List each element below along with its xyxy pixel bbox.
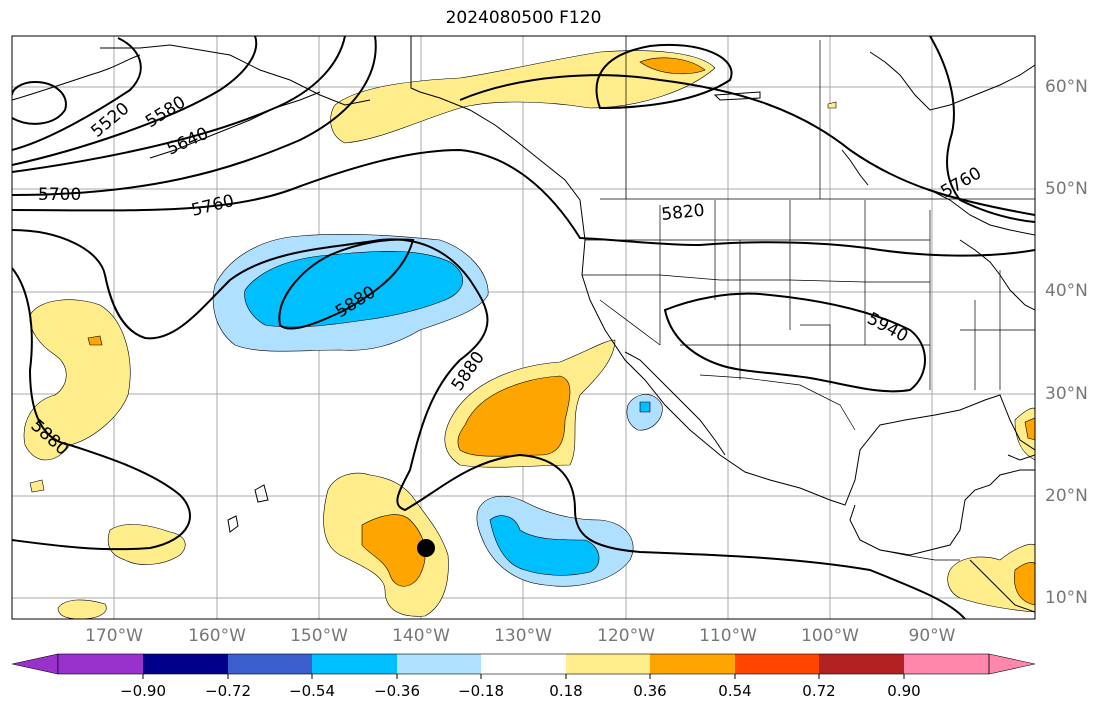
positive-anomaly-areas <box>23 50 1035 619</box>
longitude-label: 150°W <box>290 626 348 646</box>
longitude-label: 160°W <box>188 626 246 646</box>
longitude-label: 140°W <box>392 626 450 646</box>
colorbar-tick-label: 0.72 <box>802 682 836 700</box>
latitude-label: 10°N <box>1045 588 1088 608</box>
colorbar-tick-label: −0.72 <box>205 682 251 700</box>
storm-position-marker <box>417 539 435 557</box>
colorbar-bin <box>650 654 735 674</box>
political-borders <box>582 36 1035 561</box>
colorbar-bin <box>143 654 228 674</box>
colorbar-bin <box>312 654 397 674</box>
colorbar-bin <box>819 654 904 674</box>
height-contours <box>12 36 1035 619</box>
colorbar-tick-label: −0.18 <box>458 682 504 700</box>
colorbar-tick-label: 0.18 <box>549 682 583 700</box>
colorbar-bin <box>481 654 566 674</box>
map-title: 2024080500 F120 <box>445 8 602 28</box>
longitude-label: 120°W <box>597 626 655 646</box>
colorbar-tick-label: 0.90 <box>887 682 921 700</box>
colorbar-bin <box>228 654 312 674</box>
latitude-label: 20°N <box>1045 486 1088 506</box>
longitude-label: 110°W <box>699 626 757 646</box>
colorbar-tick-label: −0.54 <box>289 682 335 700</box>
latitude-label: 40°N <box>1045 281 1088 301</box>
latitude-label: 50°N <box>1045 179 1088 199</box>
longitude-label: 130°W <box>494 626 552 646</box>
colorbar-tick-label: 0.54 <box>718 682 752 700</box>
colorbar-high-extension <box>988 653 1036 675</box>
colorbar-low-extension <box>11 653 59 675</box>
negative-anomaly-areas <box>212 234 663 587</box>
colorbar-bin <box>566 654 650 674</box>
colorbar <box>11 653 1036 679</box>
colorbar-tick-label: −0.90 <box>120 682 166 700</box>
contour-label: 5700 <box>38 185 81 205</box>
contour-label: 5820 <box>660 201 705 225</box>
colorbar-bin <box>397 654 481 674</box>
longitude-label: 90°W <box>908 626 956 646</box>
colorbar-bin <box>58 654 143 674</box>
map-frame <box>11 35 1036 620</box>
longitude-label: 170°W <box>85 626 143 646</box>
longitude-label: 100°W <box>801 626 859 646</box>
colorbar-bin <box>904 654 989 674</box>
latitude-label: 60°N <box>1045 77 1088 97</box>
colorbar-tick-label: 0.36 <box>633 682 667 700</box>
colorbar-bin <box>735 654 819 674</box>
colorbar-tick-label: −0.36 <box>374 682 420 700</box>
latitude-label: 30°N <box>1045 384 1088 404</box>
